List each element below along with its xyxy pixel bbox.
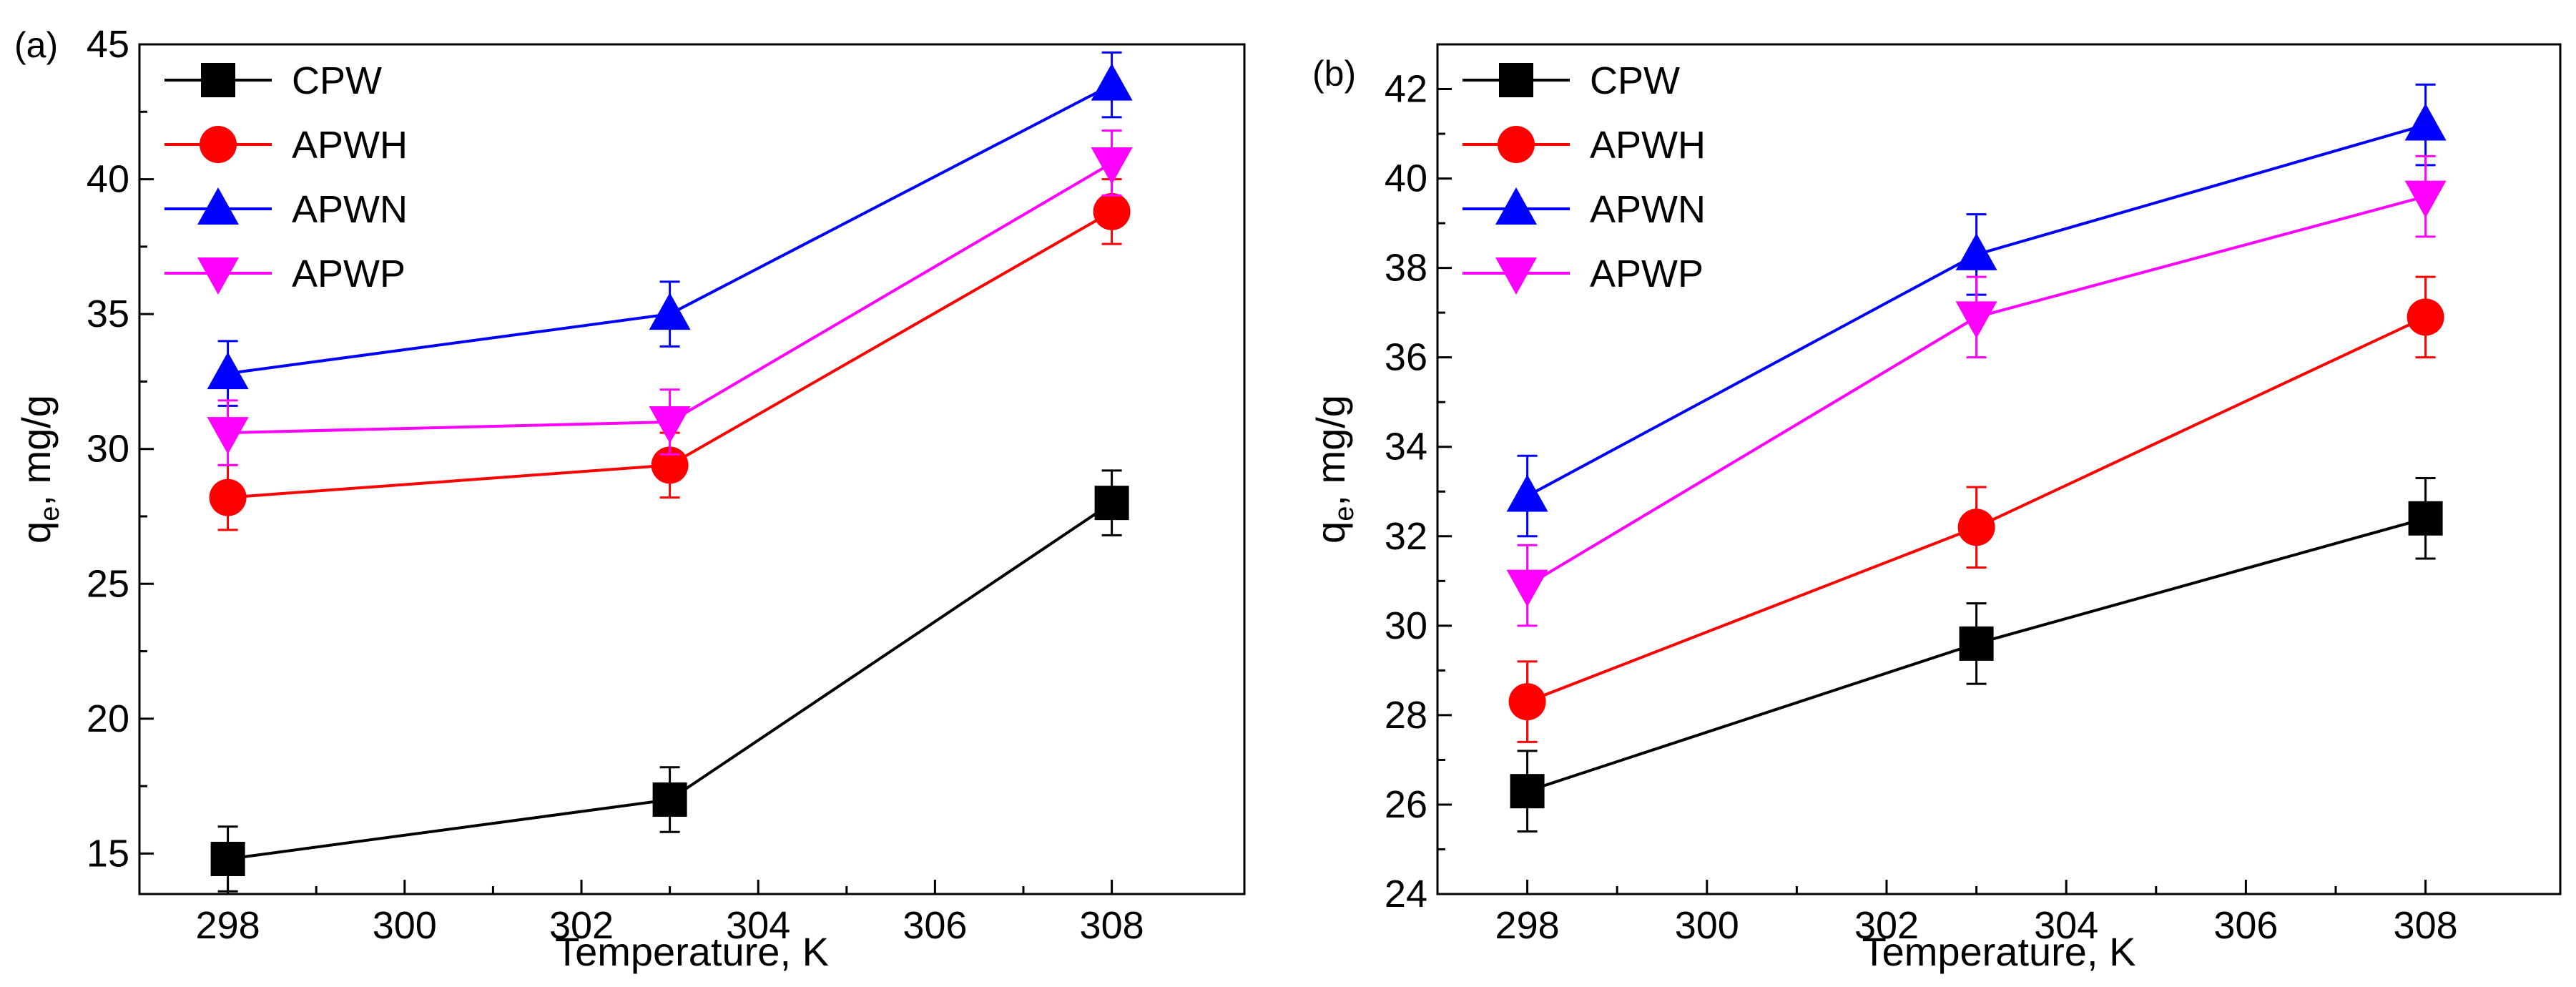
data-point-cpw-a (652, 782, 687, 817)
y-axis-title-subscript: e (35, 506, 65, 521)
data-point-apwp-a (1091, 147, 1133, 185)
data-point-apwn-b (2404, 103, 2447, 141)
data-point-apwh-a (1093, 192, 1131, 230)
y-tick-label-a: 45 (87, 23, 129, 66)
y-tick-label-b: 38 (1385, 247, 1427, 290)
legend-marker-cpw-b (1499, 63, 1533, 97)
y-tick-label-a: 35 (87, 293, 129, 335)
x-tick-label-a: 302 (549, 904, 614, 947)
x-tick-label-b: 306 (2213, 904, 2278, 947)
y-tick-label-a: 15 (87, 832, 129, 875)
legend-marker-apwp-b (1495, 257, 1537, 295)
y-axis-title-unit: , mg/g (1308, 395, 1353, 506)
y-axis-title-a: qe, mg/g (14, 395, 65, 544)
plot-frame-b (1436, 43, 2562, 895)
y-tick-label-b: 40 (1385, 157, 1427, 200)
legend-label-apwn-a: APWN (292, 188, 408, 231)
y-tick-label-b: 36 (1385, 336, 1427, 379)
y-tick-label-b: 32 (1385, 515, 1427, 558)
data-point-cpw-a (1094, 486, 1129, 521)
legend-label-apwh-a: APWH (292, 124, 408, 167)
y-tick-label-b: 28 (1385, 694, 1427, 737)
data-point-cpw-b (1959, 626, 1994, 661)
legend-label-cpw-a: CPW (292, 59, 382, 102)
legend-label-apwp-b: APWP (1590, 252, 1704, 295)
legend-marker-apwn-b (1495, 187, 1537, 225)
data-point-cpw-b (2408, 501, 2443, 536)
data-point-apwp-b (1506, 569, 1548, 607)
x-tick-label-a: 304 (726, 904, 790, 947)
x-axis-title-b: Temperature, K (1862, 929, 2136, 974)
legend-marker-cpw-a (201, 63, 235, 97)
legend-label-apwp-a: APWP (292, 252, 405, 295)
y-tick-label-a: 40 (87, 158, 129, 201)
panel-b: 298 300 302 304 306 308 24 26 28 30 32 34 36 38 40 42 Te… (1308, 43, 2562, 974)
x-tick-label-a: 300 (373, 904, 437, 947)
data-point-apwh-b (1508, 683, 1546, 721)
y-tick-label-a: 25 (87, 562, 129, 605)
data-point-apwh-b (1957, 509, 1995, 546)
y-tick-label-a: 30 (87, 428, 129, 471)
legend-label-apwh-b: APWH (1590, 124, 1706, 167)
plot-frame-a (138, 43, 1246, 895)
x-tick-label-b: 300 (1675, 904, 1739, 947)
legend-marker-apwp-a (197, 257, 239, 295)
y-axis-title-main: q (14, 521, 59, 544)
x-tick-label-b: 308 (2394, 904, 2458, 947)
data-point-apwn-a (1091, 63, 1133, 101)
legend-label-apwn-b: APWN (1590, 188, 1706, 231)
x-tick-label-a: 298 (196, 904, 260, 947)
data-point-apwn-b (1506, 474, 1548, 512)
x-tick-label-b: 304 (2034, 904, 2098, 947)
data-point-apwp-b (1955, 301, 1997, 339)
data-point-apwh-a (651, 446, 689, 484)
x-tick-label-b: 298 (1495, 904, 1560, 947)
y-tick-label-b: 24 (1385, 873, 1427, 915)
y-tick-label-b: 26 (1385, 783, 1427, 826)
data-point-apwn-a (207, 352, 249, 390)
y-tick-label-b: 34 (1385, 426, 1427, 468)
data-point-apwh-b (2407, 298, 2444, 336)
y-axis-title-b: qe, mg/g (1308, 395, 1360, 544)
data-point-apwn-a (649, 293, 691, 330)
y-axis-title-subscript: e (1329, 506, 1360, 521)
data-point-apwh-a (209, 478, 247, 516)
panel-label-b: (b) (1312, 54, 1356, 94)
legend-marker-apwh-b (1498, 126, 1535, 163)
y-axis-title-unit: , mg/g (14, 395, 59, 506)
legend-label-cpw-b: CPW (1590, 59, 1680, 102)
x-tick-label-b: 302 (1854, 904, 1919, 947)
legend-marker-apwh-a (200, 126, 237, 163)
x-tick-label-a: 306 (903, 904, 967, 947)
data-point-apwp-a (649, 406, 691, 443)
data-point-cpw-b (1510, 774, 1545, 809)
data-point-cpw-a (210, 841, 245, 876)
x-tick-label-a: 308 (1080, 904, 1144, 947)
y-axis-title-main: q (1308, 521, 1353, 544)
panel-a: 298 300 302 304 306 308 15 20 25 30 35 40 45 Temperat… (14, 23, 1246, 974)
data-point-apwp-b (2404, 180, 2447, 218)
y-tick-label-b: 30 (1385, 604, 1427, 647)
y-tick-label-b: 42 (1385, 68, 1427, 111)
data-point-apwp-a (207, 417, 249, 455)
y-tick-label-a: 20 (87, 697, 129, 740)
data-point-apwn-b (1955, 232, 1997, 270)
panel-label-a: (a) (14, 25, 58, 65)
legend-marker-apwn-a (197, 187, 239, 225)
x-axis-title-a: Temperature, K (555, 929, 829, 974)
